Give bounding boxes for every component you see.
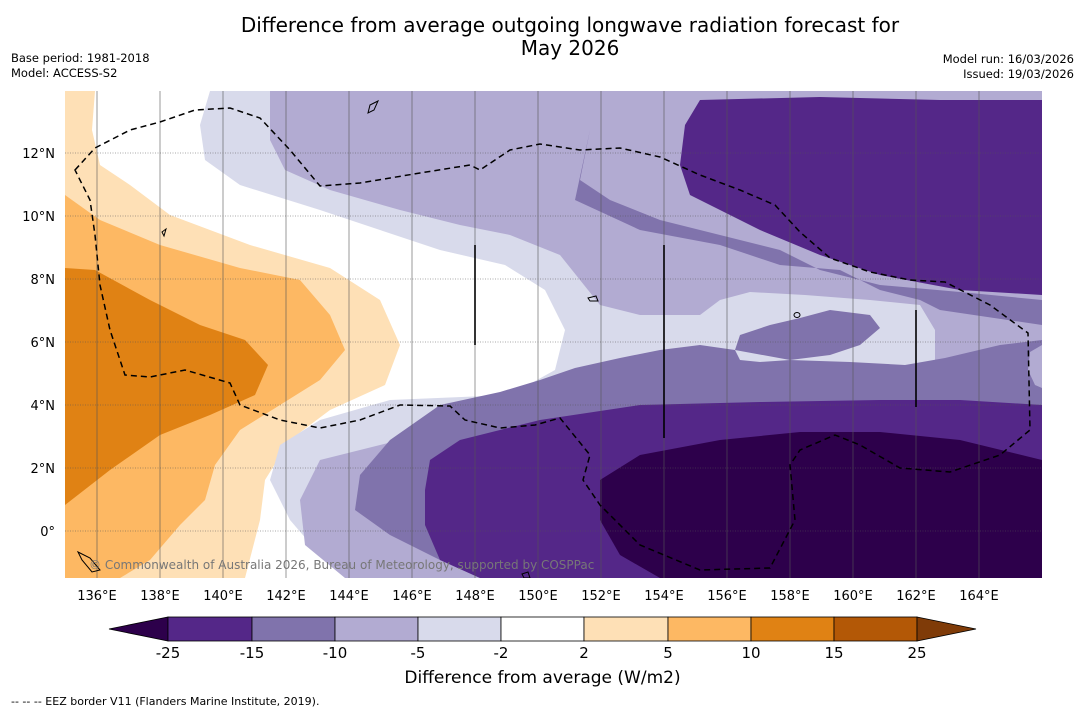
colorbar-tick: -2 <box>494 644 509 662</box>
lon-label: 148°E <box>455 589 495 604</box>
colorbar-swatch <box>667 616 752 642</box>
lat-label: 4°N <box>31 399 56 414</box>
lon-label: 158°E <box>770 589 810 604</box>
lat-label: 0° <box>40 525 55 540</box>
negative-band-15-25 <box>680 97 1042 295</box>
colorbar-tick: 15 <box>824 644 843 662</box>
copyright-notice: © Commonwealth of Australia 2026, Bureau… <box>89 558 595 572</box>
model-name: Model: ACCESS-S2 <box>11 66 118 80</box>
colorbar-swatch <box>251 616 336 642</box>
islands <box>76 99 801 578</box>
lon-label: 152°E <box>581 589 621 604</box>
colorbar-title: Difference from average (W/m2) <box>404 668 681 688</box>
colorbar-tick: 2 <box>579 644 589 662</box>
lon-label: 140°E <box>203 589 243 604</box>
colorbar-swatch <box>833 616 918 642</box>
lon-label: 156°E <box>707 589 747 604</box>
colorbar-tick: -15 <box>240 644 265 662</box>
colorbar-swatch <box>334 616 419 642</box>
negative-band-2-5-pocket <box>1028 345 1042 388</box>
lat-label: 12°N <box>22 147 55 162</box>
colorbar-tick: -10 <box>323 644 348 662</box>
lon-label: 150°E <box>518 589 558 604</box>
lat-label: 2°N <box>31 462 56 477</box>
lat-label: 6°N <box>31 336 56 351</box>
lat-label: 10°N <box>22 210 55 225</box>
colorbar-tick: 5 <box>663 644 673 662</box>
lon-label: 142°E <box>266 589 306 604</box>
lon-label: 162°E <box>896 589 936 604</box>
colorbar-ticks: -25 -15 -10 -5 -2 2 5 10 15 25 <box>156 644 927 662</box>
meta-left: Base period: 1981-2018 Model: ACCESS-S2 <box>11 51 150 81</box>
lon-label: 136°E <box>77 589 117 604</box>
lon-label: 160°E <box>833 589 873 604</box>
colorbar-swatch <box>167 616 253 642</box>
title-line-2: May 2026 <box>520 36 620 60</box>
map-title: Difference from average outgoing longwav… <box>200 14 940 60</box>
lon-label: 144°E <box>329 589 369 604</box>
eez-legend-note: -- -- -- EEZ border V11 (Flanders Marine… <box>11 695 320 708</box>
colorbar-extend-high <box>916 616 977 642</box>
colorbar-tick: -25 <box>156 644 181 662</box>
positive-band-10-15 <box>65 268 268 505</box>
lon-label: 138°E <box>140 589 180 604</box>
meta-right: Model run: 16/03/2026 Issued: 19/03/2026 <box>943 52 1074 82</box>
issued-date: Issued: 19/03/2026 <box>963 67 1074 81</box>
map-boundary-lines <box>474 245 917 438</box>
map-gridlines <box>65 91 1042 578</box>
colorbar-swatch <box>750 616 835 642</box>
lon-label: 154°E <box>644 589 684 604</box>
longitude-axis: 136°E 138°E 140°E 142°E 144°E 146°E 148°… <box>77 589 999 604</box>
lon-label: 164°E <box>959 589 999 604</box>
colorbar-extend-low <box>108 616 169 642</box>
colorbar-tick: 25 <box>907 644 926 662</box>
colorbar-swatch <box>500 616 585 642</box>
lat-label: 8°N <box>31 273 56 288</box>
title-line-1: Difference from average outgoing longwav… <box>240 13 900 37</box>
eez-border <box>74 107 1031 571</box>
latitude-axis: 12°N 10°N 8°N 6°N 4°N 2°N 0° <box>22 147 55 540</box>
lon-label: 146°E <box>392 589 432 604</box>
base-period: Base period: 1981-2018 <box>11 51 150 65</box>
colorbar-swatch <box>583 616 669 642</box>
map-plot-area <box>65 91 1042 578</box>
colorbar-tick: -5 <box>411 644 426 662</box>
colorbar-swatch <box>417 616 502 642</box>
model-run: Model run: 16/03/2026 <box>942 52 1074 66</box>
colorbar-tick: 10 <box>741 644 760 662</box>
negative-band-below-25 <box>600 432 1042 578</box>
colorbar <box>108 616 977 642</box>
